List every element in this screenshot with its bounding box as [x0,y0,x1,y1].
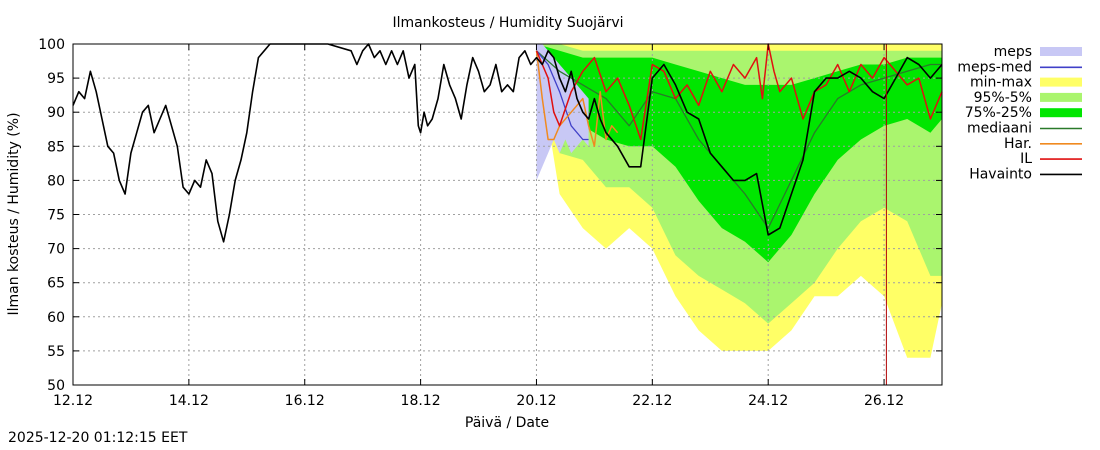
chart-title: Ilmankosteus / Humidity Suojärvi [392,15,623,31]
x-axis-ticks: 12.12 14.12 16.12 18.12 20.12 22.12 24.12 26.12 [53,44,904,409]
y-tick-label: 85 [47,139,65,155]
y-tick-label: 50 [47,378,65,394]
y-tick-label: 65 [47,276,65,292]
legend-label: IL [1020,151,1032,167]
x-tick-label: 14.12 [169,393,209,409]
y-tick-label: 100 [38,37,65,53]
y-tick-label: 60 [47,310,65,326]
legend-label: meps-med [957,59,1032,75]
y-tick-label: 90 [47,105,65,121]
grid-lines [73,44,942,385]
plot-area [72,43,943,386]
legend-label: Havainto [969,166,1032,182]
legend-label: 75%-25% [965,105,1032,121]
y-tick-label: 55 [47,344,65,360]
x-tick-label: 12.12 [53,393,93,409]
legend-label: 95%-5% [974,90,1032,106]
y-axis-label: Ilman kosteus / Humidity (%) [6,112,22,315]
legend-label: meps [994,44,1032,60]
legend-swatch [1040,108,1082,118]
timestamp: 2025-12-20 01:12:15 EET [8,430,188,446]
legend-swatch [1040,77,1082,87]
x-axis-label: Päivä / Date [465,415,549,431]
havainto-line [72,43,943,243]
y-tick-label: 75 [47,208,65,224]
y-tick-label: 95 [47,71,65,87]
p75-25-band [536,44,942,263]
y-axis-ticks: 50 55 60 65 70 75 80 85 90 95 100 [38,37,942,394]
har-line [535,50,619,148]
legend-label: min-max [970,75,1032,91]
legend-swatch [1040,92,1082,102]
x-tick-label: 26.12 [864,393,904,409]
x-tick-label: 22.12 [632,393,672,409]
x-tick-label: 16.12 [285,393,325,409]
x-tick-label: 18.12 [401,393,441,409]
legend-label: mediaani [967,121,1032,137]
legend-label: Har. [1004,136,1032,152]
il-line [535,43,943,141]
series-lines [72,43,943,385]
forecast-bands [536,44,942,358]
x-tick-label: 20.12 [516,393,556,409]
legend: mepsmeps-medmin-max95%-5%75%-25%mediaani… [957,44,1082,182]
y-tick-label: 70 [47,242,65,258]
mediaani-line [536,50,942,229]
legend-swatch [1040,47,1082,56]
y-tick-label: 80 [47,173,65,189]
x-tick-label: 24.12 [748,393,788,409]
